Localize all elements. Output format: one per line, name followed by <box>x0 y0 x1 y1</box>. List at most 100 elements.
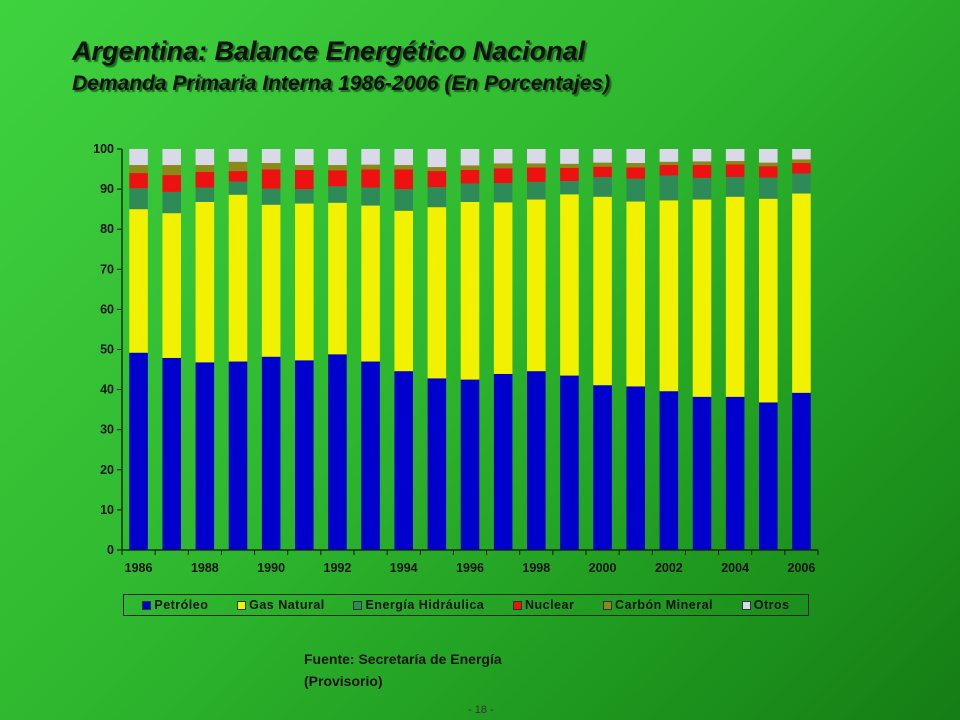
bar-carbon-mineral-1994 <box>394 165 413 170</box>
bar-energia-hidraulica-2006 <box>792 173 811 194</box>
bar-otros-1999 <box>560 149 579 164</box>
bar-carbon-mineral-1995 <box>427 167 447 172</box>
bar-energia-hidraulica-1987 <box>162 191 181 214</box>
bar-petroleo-1994 <box>394 371 413 550</box>
bar-petroleo-2000 <box>593 385 612 550</box>
bar-petroleo-2003 <box>692 396 712 550</box>
legend-item-otros: Otros <box>741 598 790 612</box>
legend-swatch-otros <box>741 600 751 610</box>
bar-gas-natural-1989 <box>228 194 248 362</box>
source-note: Fuente: Secretaría de Energía (Provisori… <box>304 648 502 692</box>
bar-energia-hidraulica-1995 <box>427 187 447 208</box>
bar-energia-hidraulica-1990 <box>261 188 281 205</box>
bar-energia-hidraulica-1989 <box>228 181 248 195</box>
bar-carbon-mineral-1990 <box>261 163 281 170</box>
bar-petroleo-1988 <box>195 362 215 550</box>
bar-energia-hidraulica-1988 <box>195 187 215 202</box>
bar-petroleo-1987 <box>162 357 181 550</box>
bar-nuclear-2003 <box>692 165 712 178</box>
bar-petroleo-1991 <box>295 360 314 550</box>
legend-swatch-nuclear <box>512 600 522 610</box>
bar-petroleo-2001 <box>626 386 645 550</box>
x-tick-label-1990: 1990 <box>257 561 285 575</box>
bar-nuclear-1993 <box>361 169 380 188</box>
x-tick-label-1988: 1988 <box>191 561 219 575</box>
legend-item-petroleo: Petróleo <box>142 598 208 612</box>
legend-label-nuclear: Nuclear <box>524 598 575 612</box>
bar-otros-1998 <box>527 149 546 164</box>
y-tick-label-50: 50 <box>100 343 114 357</box>
bar-petroleo-1993 <box>361 361 380 550</box>
bar-gas-natural-2004 <box>725 196 745 397</box>
bar-gas-natural-1995 <box>427 207 447 379</box>
bar-carbon-mineral-1993 <box>361 164 380 170</box>
bar-carbon-mineral-1997 <box>493 163 513 169</box>
bar-gas-natural-2006 <box>792 193 811 393</box>
bar-carbon-mineral-1988 <box>195 165 215 172</box>
bar-carbon-mineral-2002 <box>659 161 679 166</box>
bar-carbon-mineral-2003 <box>692 161 712 166</box>
bar-nuclear-1991 <box>295 169 314 190</box>
bar-otros-1989 <box>228 149 248 162</box>
legend-label-carbon-mineral: Carbón Mineral <box>615 598 714 612</box>
bar-otros-2002 <box>659 149 679 162</box>
bar-otros-2001 <box>626 149 645 164</box>
bar-nuclear-2002 <box>659 165 679 176</box>
bar-energia-hidraulica-1986 <box>129 188 148 210</box>
bar-gas-natural-2005 <box>759 198 778 403</box>
bar-carbon-mineral-1991 <box>295 165 314 170</box>
legend-item-nuclear: Nuclear <box>512 598 575 612</box>
bar-energia-hidraulica-2003 <box>692 177 712 200</box>
bar-petroleo-2006 <box>792 392 811 550</box>
legend-swatch-gas-natural <box>237 600 247 610</box>
bar-otros-1994 <box>394 149 413 166</box>
bar-energia-hidraulica-1994 <box>394 189 413 211</box>
x-tick-label-2006: 2006 <box>788 561 816 575</box>
bar-gas-natural-2001 <box>626 201 645 387</box>
bar-energia-hidraulica-1993 <box>361 187 380 206</box>
bar-nuclear-1987 <box>162 175 181 192</box>
bar-gas-natural-1991 <box>295 203 314 361</box>
bar-carbon-mineral-1998 <box>527 163 546 168</box>
bar-otros-1987 <box>162 149 181 166</box>
legend-label-otros: Otros <box>753 598 790 612</box>
bar-petroleo-1996 <box>460 379 480 550</box>
x-tick-label-1996: 1996 <box>456 561 484 575</box>
y-tick-label-60: 60 <box>100 302 114 316</box>
bar-nuclear-1992 <box>328 170 347 187</box>
y-tick-label-30: 30 <box>100 423 114 437</box>
bar-energia-hidraulica-2002 <box>659 175 679 201</box>
bar-energia-hidraulica-1999 <box>560 181 579 195</box>
x-tick-label-1986: 1986 <box>125 561 153 575</box>
bar-carbon-mineral-2004 <box>725 161 745 165</box>
bar-petroleo-2005 <box>759 402 778 550</box>
bar-otros-2006 <box>792 149 811 160</box>
x-tick-label-1992: 1992 <box>324 561 352 575</box>
bar-otros-2003 <box>692 149 712 162</box>
bar-otros-1991 <box>295 149 314 166</box>
bar-petroleo-1992 <box>328 354 347 550</box>
source-line-1: Fuente: Secretaría de Energía <box>304 651 502 667</box>
y-tick-label-80: 80 <box>100 222 114 236</box>
bar-otros-2004 <box>725 149 745 162</box>
bar-otros-1990 <box>261 149 281 164</box>
bar-nuclear-2006 <box>792 163 811 174</box>
bar-otros-2000 <box>593 149 612 163</box>
bar-energia-hidraulica-1991 <box>295 189 314 204</box>
bar-carbon-mineral-1986 <box>129 165 148 174</box>
bar-gas-natural-1996 <box>460 201 480 380</box>
legend-item-gas-natural: Gas Natural <box>237 598 325 612</box>
legend-swatch-petroleo <box>142 600 152 610</box>
bar-petroleo-2004 <box>725 396 745 550</box>
bar-carbon-mineral-1992 <box>328 165 347 171</box>
x-tick-label-1998: 1998 <box>522 561 550 575</box>
bar-nuclear-1988 <box>195 171 215 188</box>
x-tick-label-1994: 1994 <box>390 561 418 575</box>
chart-subtitle: Demanda Primaria Interna 1986-2006 (En P… <box>72 72 611 95</box>
bar-otros-2005 <box>759 149 778 163</box>
page-number: - 18 - <box>468 704 494 716</box>
bar-gas-natural-1997 <box>493 202 513 374</box>
bar-otros-1996 <box>460 149 480 166</box>
bar-nuclear-1986 <box>129 173 148 189</box>
bar-energia-hidraulica-2001 <box>626 178 645 202</box>
